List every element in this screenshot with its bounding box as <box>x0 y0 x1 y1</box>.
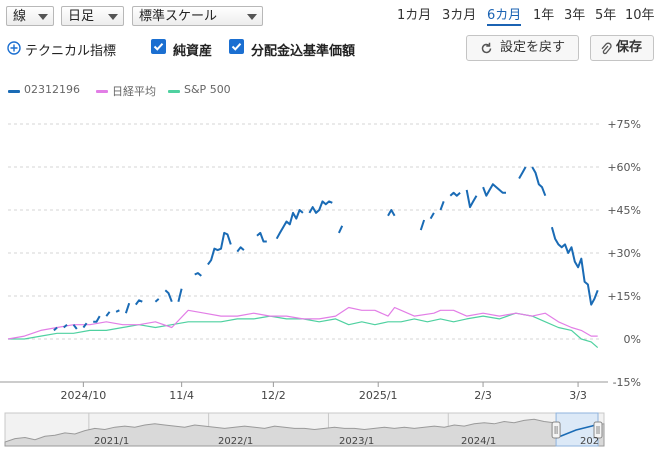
scale-select[interactable]: 標準スケール <box>132 6 263 26</box>
x-tick-label: 2025/1 <box>359 389 398 402</box>
paperclip-icon <box>601 42 612 55</box>
x-tick-label: 12/2 <box>261 389 286 402</box>
nav-label: 純資産 <box>173 44 213 59</box>
interval-select[interactable]: 日足 <box>61 6 124 26</box>
x-tick-label: 11/4 <box>169 389 194 402</box>
price-chart[interactable]: +75% +60% +45% +30% +15% 0% -15% 2024/10 11/4 12/… <box>0 0 663 410</box>
chevron-down-icon <box>38 14 48 20</box>
save-button[interactable]: 保存 <box>590 35 654 61</box>
period-3y[interactable]: 3年 <box>564 8 586 23</box>
period-5y[interactable]: 5年 <box>595 8 617 23</box>
save-label: 保存 <box>616 40 643 55</box>
checkbox-checked-icon <box>153 43 164 51</box>
y-tick-label: +60% <box>607 161 641 174</box>
scale-label: 標準スケール <box>139 9 218 24</box>
benchmark-label: 分配金込基準価額 <box>251 44 356 59</box>
series-line-nikkei <box>7 306 598 340</box>
period-10y[interactable]: 10年 <box>625 8 655 23</box>
reset-settings-label: 設定を戻す <box>500 40 566 55</box>
period-6m[interactable]: 6カ月 <box>487 4 522 26</box>
chevron-down-icon <box>108 14 118 20</box>
reset-icon <box>481 42 492 54</box>
navigator-right-handle <box>593 421 603 439</box>
y-tick-label: 0% <box>624 333 641 346</box>
x-tick-label: 2024/10 <box>61 389 107 402</box>
navigator-left-handle <box>551 421 561 439</box>
nav-checkbox[interactable] <box>151 39 166 54</box>
period-1m[interactable]: 1カ月 <box>397 8 432 23</box>
checkbox-checked-icon <box>231 43 242 51</box>
period-6m-label: 6カ月 <box>487 8 522 23</box>
interval-label: 日足 <box>68 9 95 24</box>
series-line-fund <box>53 166 599 332</box>
y-tick-label: +30% <box>607 247 641 260</box>
navigator-label: 2021/1 <box>94 436 129 447</box>
y-tick-label: +15% <box>607 290 641 303</box>
x-tick-label: 2/3 <box>474 389 492 402</box>
plus-circle-icon[interactable] <box>7 41 21 55</box>
range-navigator[interactable]: 2021/1 2022/1 2023/1 2024/1 202 <box>0 410 663 458</box>
chevron-down-icon <box>247 14 257 20</box>
chart-type-select[interactable]: 線 <box>6 6 54 26</box>
navigator-history-area <box>4 418 605 447</box>
chart-type-label: 線 <box>13 9 27 24</box>
reset-settings-button[interactable]: 設定を戻す <box>466 35 579 61</box>
y-tick-label: -15% <box>613 376 641 389</box>
period-3m[interactable]: 3カ月 <box>442 8 477 23</box>
selected-underline <box>487 24 522 26</box>
y-tick-label: +75% <box>607 118 641 131</box>
legend-label-sp500: S&P 500 <box>184 83 231 96</box>
benchmark-checkbox[interactable] <box>229 39 244 54</box>
navigator-label: 2024/1 <box>461 436 496 447</box>
legend-swatch-fund <box>8 90 20 93</box>
navigator-label: 2022/1 <box>218 436 253 447</box>
technical-indicators-link[interactable]: テクニカル指標 <box>25 44 117 59</box>
y-tick-label: +45% <box>607 204 641 217</box>
x-tick-label: 3/3 <box>569 389 587 402</box>
legend-label-nikkei: 日経平均 <box>112 85 156 98</box>
period-1y[interactable]: 1年 <box>533 8 555 23</box>
navigator-label: 2023/1 <box>339 436 374 447</box>
legend-swatch-sp500 <box>168 90 180 93</box>
navigator-label: 202 <box>580 436 599 447</box>
legend-swatch-nikkei <box>96 90 108 93</box>
legend-label-fund: 02312196 <box>24 83 80 96</box>
